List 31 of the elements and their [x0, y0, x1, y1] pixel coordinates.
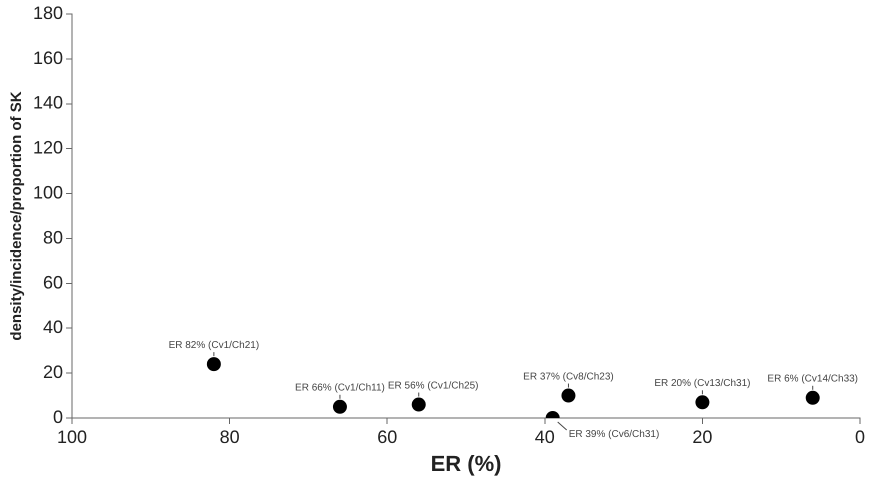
y-tick-label: 100	[32, 182, 64, 203]
annotation: ER 66% (Cv1/Ch11)	[295, 382, 385, 394]
x-tick-label: 80	[220, 426, 240, 447]
y-axis-title: density/incidence/proportion of SK	[8, 91, 26, 341]
point	[412, 398, 426, 412]
x-tick-label: 60	[377, 426, 398, 447]
point	[695, 395, 710, 410]
annotation: ER 37% (Cv8/Ch23)	[523, 371, 614, 382]
y-tick-label: 160	[32, 48, 64, 68]
x-tick-label: 40	[534, 426, 555, 447]
y-tick-label: 20	[43, 362, 64, 382]
annotation: ER 56% (Cv1/Ch25)	[388, 380, 478, 392]
y-tick-label: 180	[32, 2, 64, 23]
x-axis-title: ER (%)	[430, 450, 502, 476]
annotation: ER 20% (Cv13/Ch31)	[654, 378, 750, 390]
annotation: ER 6% (Cv14/Ch33)	[767, 374, 858, 385]
x-tick-label: 100	[57, 426, 88, 447]
point	[332, 400, 347, 414]
y-tick-label: 80	[43, 227, 64, 248]
x-tick-label: 0	[854, 426, 866, 447]
y-tick-label: 60	[43, 272, 64, 292]
y-tick-label: 140	[32, 92, 64, 113]
point	[806, 390, 820, 405]
y-tick-label: 40	[43, 317, 64, 338]
y-tick-label: 0	[53, 406, 64, 427]
point	[206, 357, 221, 372]
annotation: ER 39% (Cv6/Ch31)	[568, 428, 660, 440]
x-tick-label: 20	[692, 426, 712, 447]
y-tick-label: 120	[32, 138, 64, 158]
point	[561, 388, 576, 403]
annotation: ER 82% (Cv1/Ch21)	[168, 340, 260, 351]
